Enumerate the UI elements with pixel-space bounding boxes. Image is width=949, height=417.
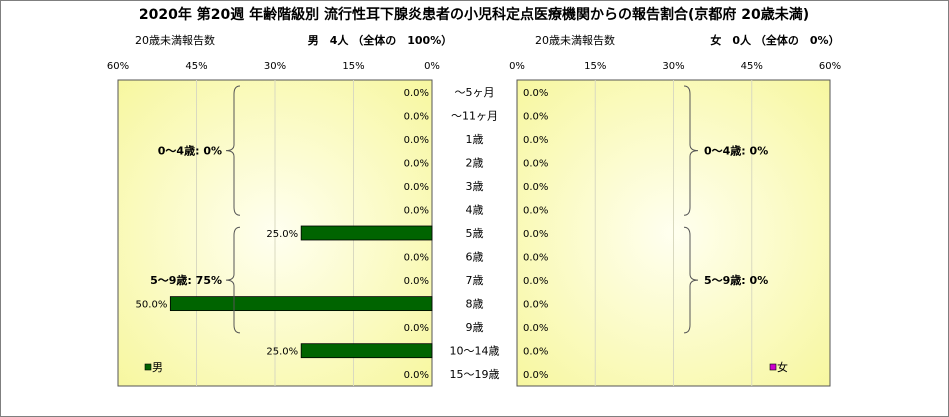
panel-caption-left: 20歳未満報告数: [135, 34, 215, 47]
data-label: 0.0%: [404, 158, 429, 169]
data-label: 0.0%: [404, 276, 429, 287]
category-label: 5歳: [466, 227, 484, 240]
data-label: 0.0%: [404, 323, 429, 334]
category-label: ～11ヶ月: [451, 109, 498, 122]
data-label: 0.0%: [523, 111, 548, 122]
data-label: 0.0%: [523, 347, 548, 358]
data-label: 0.0%: [404, 111, 429, 122]
category-label: 10～14歳: [450, 345, 500, 358]
x-tick-label: 45%: [741, 61, 763, 72]
data-label: 0.0%: [523, 182, 548, 193]
group-label: 5～9歳: 75%: [150, 273, 222, 287]
data-label: 0.0%: [523, 323, 548, 334]
data-label: 0.0%: [523, 370, 548, 381]
data-label: 0.0%: [404, 205, 429, 216]
chart-title: 2020年 第20週 年齢階級別 流行性耳下腺炎患者の小児科定点医療機関からの報…: [139, 6, 809, 23]
category-label: 6歳: [466, 251, 484, 264]
data-label: 0.0%: [523, 205, 548, 216]
legend-label: 男: [152, 361, 163, 374]
panel-caption-right: 女 0人 （全体の 0%）: [710, 33, 839, 47]
group-brace: [683, 85, 699, 216]
data-label: 0.0%: [523, 300, 548, 311]
data-label: 0.0%: [523, 158, 548, 169]
data-label: 0.0%: [523, 135, 548, 146]
x-tick-label: 15%: [342, 61, 364, 72]
group-brace: [225, 85, 241, 216]
panel-caption-right: 男 4人 （全体の 100%）: [308, 33, 452, 47]
data-label: 0.0%: [404, 182, 429, 193]
data-label: 0.0%: [404, 135, 429, 146]
group-label: 0～4歳: 0%: [704, 144, 768, 158]
category-label: 7歳: [466, 274, 484, 287]
group-brace: [683, 226, 699, 334]
data-label: 25.0%: [266, 347, 298, 358]
category-label: 1歳: [466, 133, 484, 146]
legend-swatch: [769, 363, 777, 371]
group-brace: [225, 226, 241, 334]
group-label: 0～4歳: 0%: [158, 144, 222, 158]
group-label: 5～9歳: 0%: [704, 273, 768, 287]
data-label: 0.0%: [523, 229, 548, 240]
data-label: 0.0%: [523, 253, 548, 264]
x-tick-label: 60%: [819, 61, 841, 72]
category-label: 8歳: [466, 298, 484, 311]
bar: [169, 296, 433, 312]
bar: [300, 343, 433, 359]
x-tick-label: 30%: [662, 61, 684, 72]
category-label: ～5ヶ月: [455, 86, 495, 99]
data-label: 0.0%: [404, 88, 429, 99]
legend-swatch: [144, 363, 152, 371]
category-label: 9歳: [466, 321, 484, 334]
x-tick-label: 0%: [424, 61, 440, 72]
data-label: 0.0%: [404, 370, 429, 381]
x-tick-label: 15%: [584, 61, 606, 72]
category-label: 15～19歳: [450, 368, 500, 381]
category-label: 3歳: [466, 180, 484, 193]
data-label: 0.0%: [404, 253, 429, 264]
data-label: 50.0%: [136, 300, 168, 311]
data-label: 0.0%: [523, 88, 548, 99]
bar: [300, 225, 433, 241]
x-tick-label: 30%: [264, 61, 286, 72]
panel-caption-left: 20歳未満報告数: [535, 34, 615, 47]
data-label: 0.0%: [523, 276, 548, 287]
x-tick-label: 0%: [509, 61, 525, 72]
x-tick-label: 60%: [107, 61, 129, 72]
category-label: 2歳: [466, 156, 484, 169]
category-label: 4歳: [466, 203, 484, 216]
x-tick-label: 45%: [185, 61, 207, 72]
data-label: 25.0%: [266, 229, 298, 240]
legend-label: 女: [777, 360, 788, 374]
